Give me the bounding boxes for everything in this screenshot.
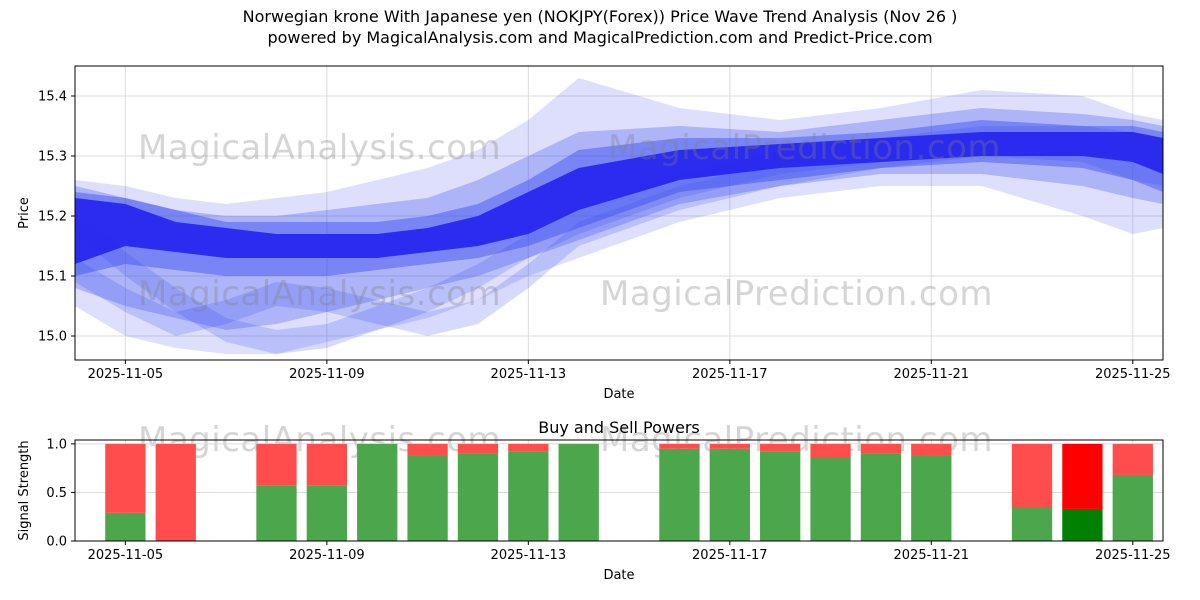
sell-bar-2025-11-05	[105, 443, 146, 513]
x-tick-label: 2025-11-25	[1095, 367, 1171, 382]
y-tick-label: 15.3	[38, 150, 67, 165]
sell-bar-2025-11-18	[760, 443, 801, 452]
chart-title: Buy and Sell Powers	[538, 418, 700, 437]
buy-bar-2025-11-17	[709, 448, 750, 541]
sell-bar-2025-11-21	[911, 443, 952, 456]
buy-bar-2025-11-21	[911, 455, 952, 541]
sell-bar-2025-11-16	[659, 443, 700, 449]
x-tick-label: 2025-11-17	[692, 367, 768, 382]
chart-frame	[74, 439, 1164, 542]
watermark-analysis: MagicalAnalysis.com	[138, 128, 502, 168]
y-tick-label: 0.0	[46, 535, 67, 550]
watermark-prediction: MagicalPrediction.com	[608, 128, 1001, 168]
buy-bar-2025-11-14	[558, 443, 599, 541]
watermark-analysis: MagicalAnalysis.com	[138, 274, 502, 314]
buy-bar-2025-11-18	[760, 451, 801, 541]
buy-bar-2025-11-25	[1112, 474, 1153, 541]
price-band-mid-envelope	[75, 108, 1163, 330]
sell-bar-2025-11-25	[1112, 443, 1153, 475]
sell-bar-2025-11-11	[407, 443, 448, 456]
sell-bar-2025-11-06	[155, 443, 196, 541]
sell-bar-2025-11-13	[508, 443, 549, 452]
buy-bar-2025-11-10	[357, 443, 398, 541]
x-tick-label: 2025-11-13	[491, 548, 567, 563]
sell-bar-2025-11-19	[810, 443, 851, 458]
y-tick-label: 15.1	[38, 270, 67, 285]
title-line-1: Norwegian krone With Japanese yen (NOKJP…	[242, 7, 958, 26]
x-tick-label: 2025-11-09	[289, 548, 365, 563]
x-tick-label: 2025-11-05	[88, 548, 164, 563]
buy-bar-2025-11-24	[1062, 508, 1103, 541]
title-line-2: powered by MagicalAnalysis.com and Magic…	[267, 28, 933, 48]
y-tick-label: 15.0	[38, 330, 67, 345]
buy-bar-2025-11-05	[105, 512, 146, 541]
x-tick-label: 2025-11-13	[491, 367, 567, 382]
sell-bar-2025-11-20	[860, 443, 902, 454]
buy-bar-2025-11-08	[256, 485, 297, 541]
chart-frame	[74, 65, 1164, 361]
x-tick-label: 2025-11-17	[692, 548, 768, 563]
y-tick-label: 1.0	[46, 437, 67, 452]
buy-bar-2025-11-20	[860, 453, 902, 541]
y-tick-label: 0.5	[46, 486, 67, 501]
x-tick-label: 2025-11-25	[1095, 548, 1171, 563]
y-tick-label: 15.4	[38, 90, 67, 105]
buy-bar-2025-11-11	[407, 455, 448, 541]
y-axis-label: Signal Strength	[17, 440, 32, 540]
sell-bar-2025-11-24	[1062, 443, 1103, 509]
x-tick-label: 2025-11-05	[88, 367, 164, 382]
buy-bar-2025-11-16	[659, 448, 700, 541]
sell-bar-2025-11-17	[709, 443, 750, 449]
x-tick-label: 2025-11-21	[894, 367, 970, 382]
figure-title: Norwegian krone With Japanese yen (NOKJP…	[0, 6, 1200, 49]
y-axis-label: Price	[17, 197, 32, 229]
x-tick-label: 2025-11-09	[289, 367, 365, 382]
sell-bar-2025-11-23	[1011, 443, 1053, 508]
buy-bar-2025-11-13	[508, 451, 549, 541]
sell-bar-2025-11-08	[256, 443, 297, 486]
x-tick-label: 2025-11-21	[894, 548, 970, 563]
x-axis-label: Date	[603, 568, 634, 583]
y-tick-label: 15.2	[38, 210, 67, 225]
buy-bar-2025-11-09	[306, 485, 347, 541]
watermark-prediction: MagicalPrediction.com	[600, 274, 993, 314]
buy-bar-2025-11-23	[1011, 507, 1053, 541]
sell-bar-2025-11-09	[306, 443, 347, 486]
buy-bar-2025-11-12	[457, 453, 499, 541]
sell-bar-2025-11-12	[457, 443, 499, 454]
x-axis-label: Date	[603, 387, 634, 402]
buy-bar-2025-11-19	[810, 457, 851, 541]
price-band-core-band	[75, 132, 1163, 264]
